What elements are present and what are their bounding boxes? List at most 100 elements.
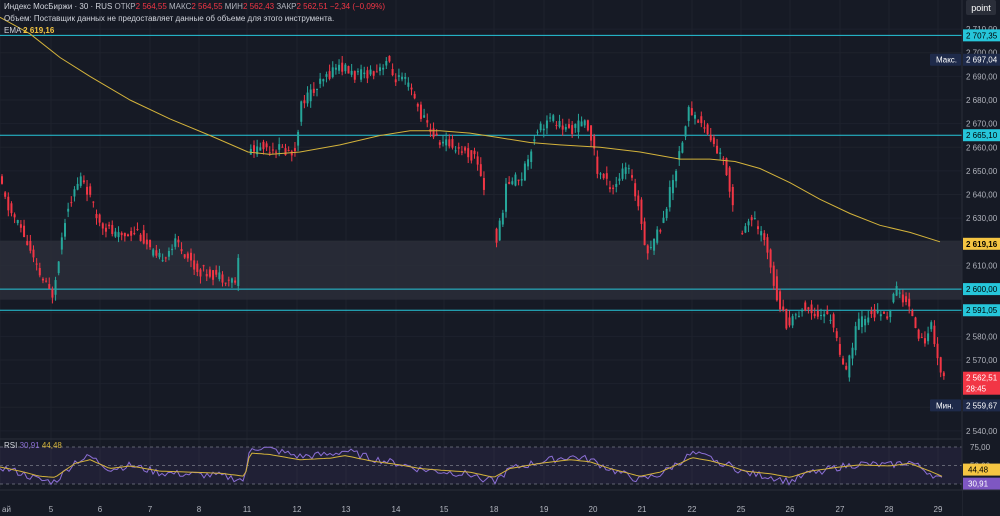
- candle-body: [67, 208, 70, 212]
- candle-body: [432, 128, 435, 138]
- candle-body: [637, 195, 640, 207]
- candle-body: [886, 316, 889, 319]
- price-tag: 2 697,04: [966, 56, 998, 65]
- candle-body: [574, 124, 577, 128]
- candle-body: [621, 168, 624, 179]
- candle-body: [158, 252, 161, 258]
- rsi-tag: 44,48: [968, 466, 989, 475]
- instrument-name: Индекс МосБиржи · 30 · RUS: [4, 2, 113, 11]
- candle-body: [870, 310, 873, 315]
- rsi-label: RSI: [4, 441, 18, 450]
- ema-value: 2 619,16: [23, 26, 55, 35]
- time-label: 25: [737, 505, 746, 514]
- candle-body: [293, 148, 296, 152]
- candle-body: [807, 307, 810, 310]
- candle-body: [382, 67, 385, 70]
- candle-body: [215, 269, 218, 275]
- candle-body: [212, 270, 215, 280]
- candle-body: [838, 344, 841, 355]
- candle-body: [634, 183, 637, 197]
- candle-body: [73, 189, 76, 197]
- candle-body: [300, 101, 303, 122]
- candle-body: [360, 69, 363, 80]
- candle-body: [820, 314, 822, 316]
- candle-body: [353, 71, 356, 80]
- time-label: 12: [293, 505, 302, 514]
- candle-body: [331, 67, 334, 78]
- candle-body: [703, 127, 706, 129]
- time-label: 15: [440, 505, 449, 514]
- candle-body: [772, 265, 775, 286]
- price-tick-label: 2 650,00: [966, 167, 998, 176]
- candle-body: [98, 214, 101, 223]
- candle-body: [164, 257, 167, 259]
- candle-body: [451, 139, 454, 148]
- price-tag-label-bg: [930, 399, 961, 412]
- candle-body: [174, 238, 177, 247]
- candle-body: [577, 120, 580, 133]
- close-label: ЗАКР: [276, 2, 297, 11]
- price-tag-bg: [963, 399, 1000, 412]
- candle-body: [303, 100, 306, 104]
- candle-body: [681, 142, 684, 153]
- candle-body: [356, 71, 359, 73]
- candle-body: [423, 115, 426, 118]
- corner-button[interactable]: point: [966, 0, 996, 15]
- candle-body: [725, 158, 728, 176]
- price-tick-label: 2 680,00: [966, 96, 998, 105]
- candle-body: [95, 214, 98, 219]
- candle-body: [48, 284, 51, 289]
- candle-body: [123, 233, 126, 237]
- price-tag: 2 559,67: [966, 401, 998, 410]
- time-label: 19: [540, 505, 549, 514]
- candle-body: [101, 223, 104, 229]
- candle-body: [889, 310, 892, 318]
- price-tag: 2 707,35: [966, 31, 998, 40]
- price-tag-label-bg: [930, 53, 961, 66]
- rsi-value: 30,91: [19, 441, 40, 450]
- price-tick-label: 2 540,00: [966, 427, 998, 436]
- price-tag-bg: [963, 29, 1000, 42]
- candle-body: [656, 229, 659, 243]
- rsi-legend[interactable]: RSI 30,91 44,48: [4, 441, 62, 450]
- price-tag: 28:45: [966, 385, 987, 394]
- candle-body: [284, 148, 287, 156]
- candle-body: [16, 219, 19, 224]
- candle-body: [760, 231, 763, 236]
- candle-body: [542, 128, 545, 131]
- candle-body: [268, 152, 271, 154]
- candle-body: [608, 187, 611, 190]
- candle-body: [199, 269, 202, 277]
- ema-legend[interactable]: EMA 2 619,16: [4, 26, 54, 35]
- candle-body: [136, 228, 139, 230]
- candle-body: [54, 280, 57, 295]
- ema-line: [0, 16, 941, 243]
- candle-body: [905, 296, 908, 303]
- candle-body: [612, 187, 615, 189]
- candle-body: [895, 285, 898, 296]
- candle-body: [177, 239, 180, 243]
- candle-body: [555, 124, 558, 126]
- ohlc-legend: Индекс МосБиржи · 30 · RUS ОТКР2 564,55 …: [4, 2, 385, 11]
- candle-body: [545, 120, 548, 129]
- candle-body: [750, 217, 753, 221]
- price-tag-label: Макс.: [936, 56, 957, 65]
- candle-body: [19, 224, 22, 228]
- candle-body: [413, 93, 416, 99]
- candle-body: [901, 294, 904, 303]
- candle-body: [920, 337, 923, 339]
- candle-body: [227, 279, 230, 281]
- open-label: ОТКР: [114, 2, 136, 11]
- candle-body: [804, 302, 807, 311]
- candle-body: [643, 221, 646, 246]
- candle-body: [419, 104, 422, 119]
- price-tag: 2 591,05: [966, 306, 998, 315]
- candle-body: [835, 331, 838, 338]
- price-tag: 2 562,51: [966, 374, 998, 383]
- candle-body: [82, 180, 85, 183]
- candle-body: [397, 75, 400, 77]
- candle-body: [344, 64, 347, 72]
- candle-body: [501, 212, 504, 225]
- candle-body: [4, 192, 7, 197]
